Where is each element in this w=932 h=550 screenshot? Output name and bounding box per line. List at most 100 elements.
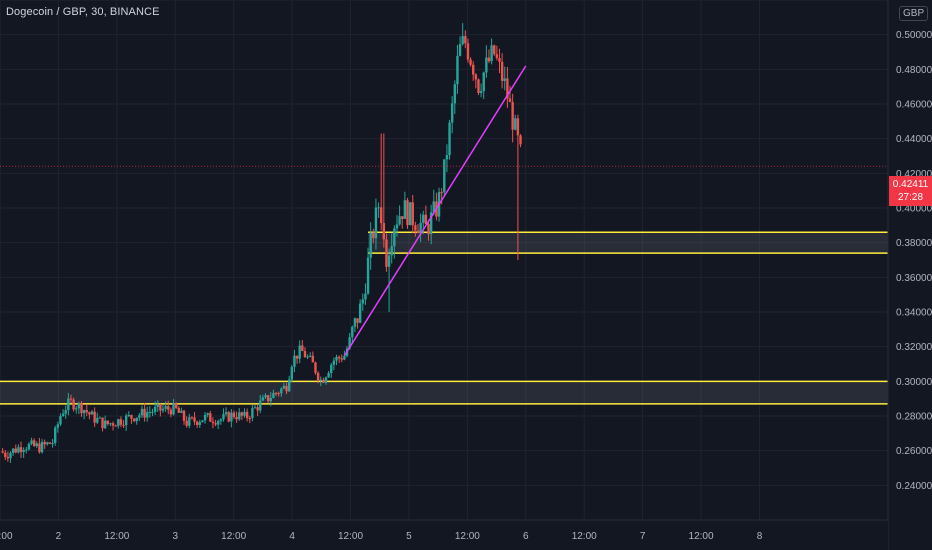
x-axis-bg — [0, 520, 888, 550]
y-tick-label: 0.28000 — [896, 412, 932, 423]
candle-body — [498, 57, 501, 62]
candle-body — [245, 411, 249, 419]
candle-body — [387, 255, 391, 267]
candle-body — [490, 45, 493, 62]
y-tick-label: 0.24000 — [896, 481, 932, 492]
candle-body — [130, 415, 133, 419]
candle-body — [64, 410, 67, 414]
candle-body — [127, 415, 131, 417]
y-tick-label: 0.40000 — [896, 204, 932, 215]
candle-body — [56, 424, 60, 428]
candle-body — [148, 411, 152, 413]
candle-body — [156, 404, 159, 407]
candle-body — [248, 418, 251, 420]
candle-body — [35, 443, 39, 446]
x-tick-label: 6 — [523, 531, 529, 542]
candle-body — [27, 443, 31, 450]
candle-body — [188, 417, 191, 426]
candle-body — [25, 449, 28, 451]
candle-body — [335, 356, 338, 361]
candle-body — [393, 228, 396, 247]
candle-body — [48, 442, 52, 444]
candle-body — [422, 214, 425, 223]
candle-body — [238, 412, 241, 420]
currency-badge[interactable]: GBP — [899, 6, 929, 21]
y-tick-label: 0.32000 — [896, 342, 932, 353]
candle-body — [85, 410, 88, 413]
candle-body — [17, 447, 20, 453]
candle-body — [322, 379, 325, 383]
candle-body — [214, 423, 217, 425]
candle-body — [398, 216, 401, 225]
candle-body — [96, 418, 99, 423]
candle-body — [377, 207, 380, 209]
candle-body — [1, 451, 4, 453]
y-tick-label: 0.42000 — [896, 169, 932, 180]
candle-body — [209, 413, 212, 422]
symbol-title[interactable]: Dogecoin / GBP, 30, BINANCE — [6, 6, 160, 18]
y-axis[interactable]: 0.24000 0.26000 0.28000 0.30000 0.32000 0.340… — [887, 0, 932, 550]
candle-body — [151, 411, 154, 413]
trendline[interactable] — [344, 65, 527, 356]
candle-body — [272, 392, 275, 399]
candle-body — [285, 385, 288, 392]
candle-body — [414, 225, 417, 231]
candle-body — [80, 403, 83, 414]
y-tick-label: 0.50000 — [896, 30, 932, 41]
candle-body — [519, 135, 522, 145]
candle-body — [327, 373, 330, 378]
candle-body — [54, 427, 57, 444]
candle-body — [364, 293, 367, 300]
x-axis[interactable]: 12:00 2 12:00 3 12:00 4 12:00 5 12:00 6 12:00 7 12:0… — [0, 519, 888, 550]
candle-body — [316, 372, 320, 381]
candle-body — [253, 407, 257, 409]
candle-body — [198, 422, 201, 425]
x-tick-label: 12:00 — [338, 531, 363, 542]
candle-body — [487, 57, 491, 62]
candle-body — [266, 395, 270, 402]
x-tick-label: 12:00 — [455, 531, 480, 542]
candle-body — [464, 36, 467, 44]
candle-body — [456, 55, 459, 85]
candle-body — [103, 420, 107, 429]
x-tick-label: 4 — [289, 531, 295, 542]
candle-body — [261, 397, 265, 401]
candle-body — [124, 415, 128, 426]
candle-body — [264, 395, 267, 398]
candle-body — [287, 379, 291, 392]
candles — [1, 23, 522, 463]
candle-body — [306, 356, 309, 358]
candle-body — [90, 411, 94, 415]
candle-body — [180, 410, 183, 413]
candle-body — [4, 452, 7, 457]
x-tick-label: 8 — [757, 531, 763, 542]
candle-body — [111, 423, 115, 426]
support-zones — [0, 231, 889, 405]
candle-body — [366, 257, 370, 294]
candle-body — [14, 448, 17, 453]
candle-body — [9, 452, 12, 459]
y-tick-label: 0.38000 — [896, 238, 932, 249]
candle-body — [224, 412, 228, 415]
candle-body — [324, 377, 328, 383]
candle-body — [269, 398, 272, 402]
candle-body — [235, 417, 238, 420]
candle-body — [193, 417, 196, 422]
candle-body — [93, 411, 96, 423]
candle-body — [440, 192, 443, 194]
candle-body — [135, 417, 138, 422]
candle-body — [472, 64, 475, 75]
candle-body — [232, 412, 236, 418]
candle-body — [46, 442, 49, 445]
candle-body — [411, 202, 414, 226]
candle-body — [109, 423, 112, 425]
candle-body — [98, 417, 102, 419]
candle-body — [309, 355, 312, 357]
candle-body — [203, 414, 207, 421]
candle-body — [372, 232, 375, 239]
candle-body — [353, 318, 357, 327]
zone-fill — [368, 232, 889, 254]
candle-body — [259, 400, 262, 411]
